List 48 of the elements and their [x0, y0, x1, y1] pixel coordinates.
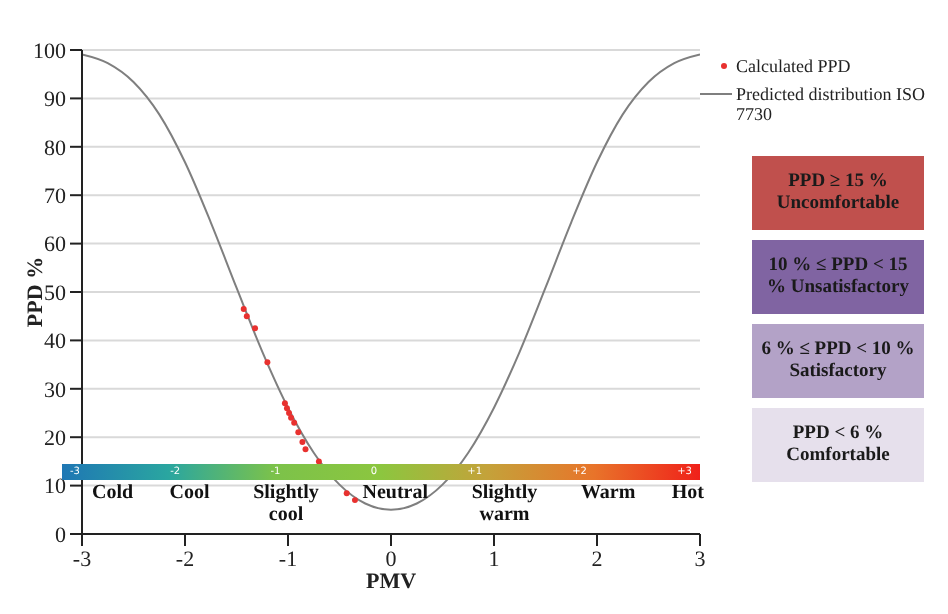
legend-label: Predicted distribution ISO 7730	[736, 84, 927, 124]
x-tick-label: 0	[385, 547, 398, 572]
x-axis-title: PMV	[365, 570, 417, 594]
point	[240, 305, 247, 312]
x-tick-label: 2	[591, 547, 603, 572]
annotation: Slightly cool	[251, 482, 321, 526]
y-tick-label: 10	[44, 475, 67, 500]
y-tick-label: 80	[44, 136, 67, 161]
category-label: 10 % ≤ PPD < 15 % Unsatisfactory	[752, 240, 924, 314]
x-tick-label: -1	[278, 547, 298, 572]
y-tick-label: 20	[44, 427, 67, 452]
y-tick-label: 60	[44, 233, 67, 258]
annotation: Cool	[169, 482, 210, 504]
point	[288, 414, 295, 421]
point	[295, 429, 302, 436]
y-axis-title: PPD %	[23, 256, 48, 328]
x-tick-label: 3	[694, 547, 707, 572]
point	[343, 490, 350, 497]
y-tick-label: 40	[44, 330, 67, 355]
category-label: 6 % ≤ PPD < 10 % Satisfactory	[752, 324, 924, 398]
x-tick-label: -2	[175, 547, 195, 572]
annotation: Cold	[92, 482, 134, 504]
point	[283, 405, 290, 412]
category-label: PPD < 6 % Comfortable	[752, 408, 924, 482]
point	[302, 446, 309, 453]
legend-label: Calculated PPD	[736, 56, 851, 76]
point	[264, 359, 271, 366]
y-tick-label: 70	[44, 185, 67, 210]
y-tick-label: 100	[33, 39, 67, 64]
y-tick-label: 0	[55, 523, 67, 548]
point	[243, 313, 250, 320]
annotation: Neutral	[362, 482, 428, 504]
point	[315, 458, 322, 465]
point	[281, 400, 288, 407]
x-tick-label: 1	[488, 547, 500, 572]
point	[299, 439, 306, 446]
annotation: Warm	[580, 482, 636, 504]
y-tick-label: 50	[44, 281, 67, 306]
point	[351, 497, 358, 504]
x-tick-label: -3	[72, 547, 93, 572]
point	[291, 419, 298, 426]
annotation: Slightly warm	[469, 482, 540, 526]
point	[286, 410, 293, 416]
y-tick-label: 90	[44, 88, 67, 113]
category-label: PPD ≥ 15 % Uncomfortable	[752, 156, 924, 230]
y-tick-label: 30	[44, 378, 67, 403]
annotation: Hot	[671, 482, 704, 504]
point	[252, 325, 259, 332]
